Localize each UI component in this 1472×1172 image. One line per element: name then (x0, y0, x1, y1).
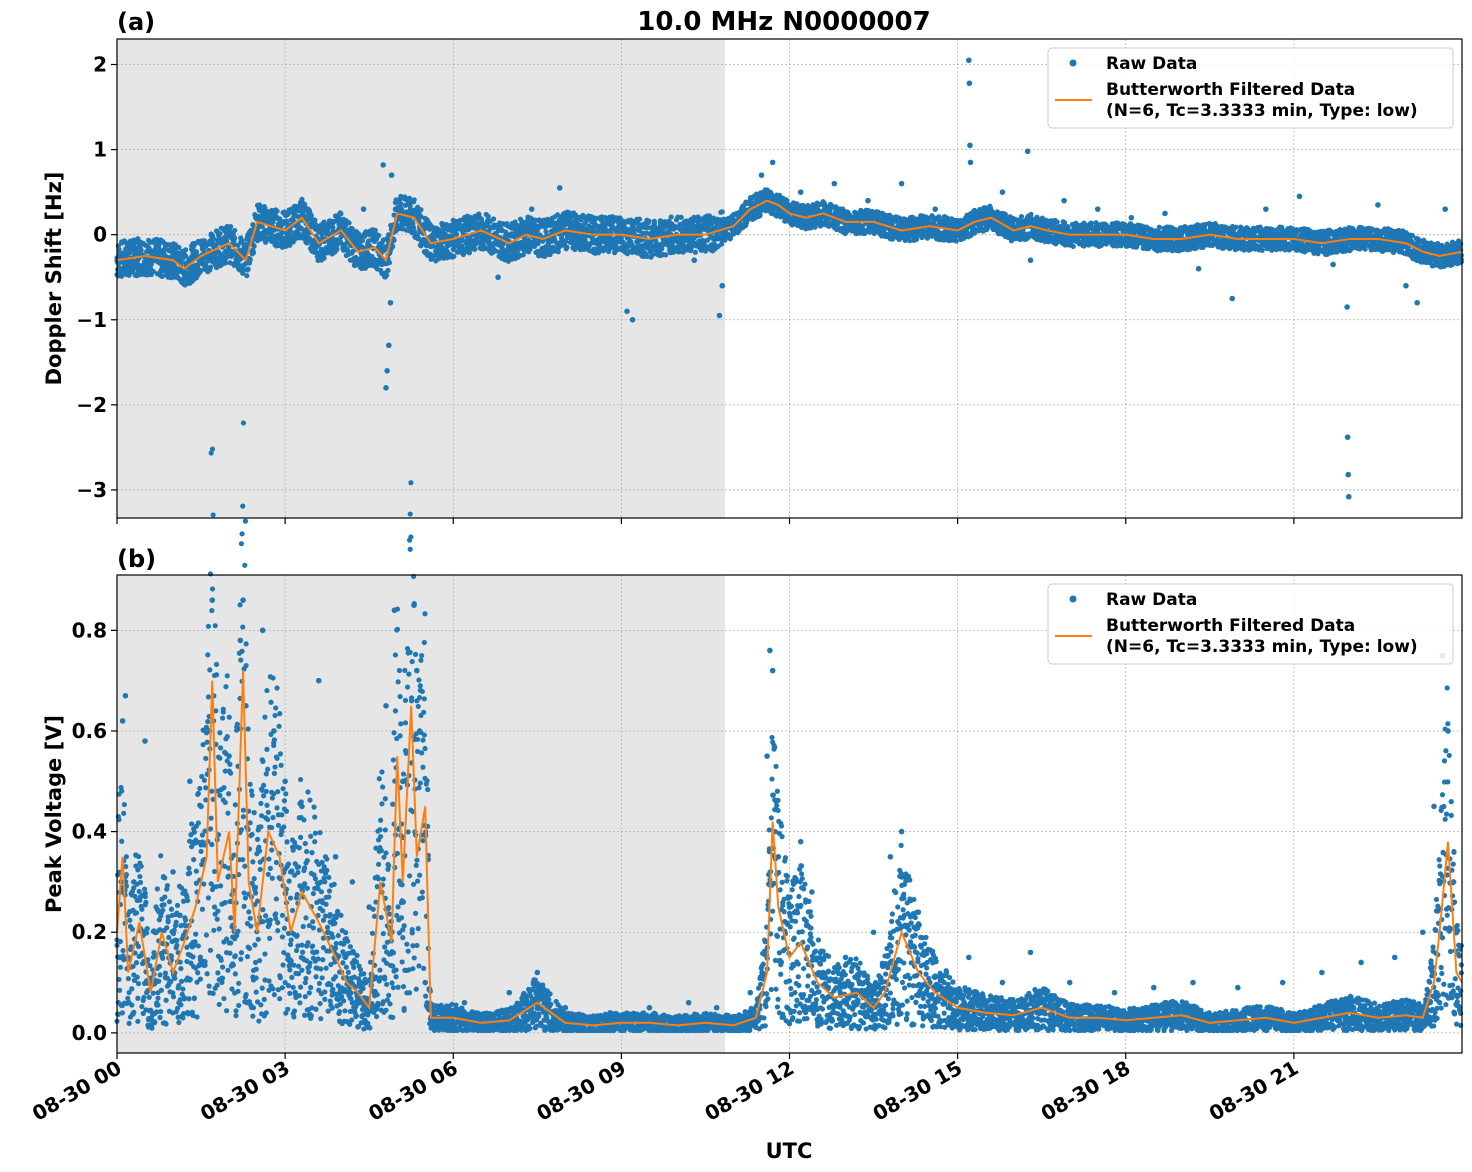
raw-data-point (274, 208, 280, 214)
raw-data-point (418, 207, 424, 213)
raw-data-point (472, 246, 478, 252)
raw-data-point (1070, 243, 1076, 250)
raw-data-point (193, 249, 199, 255)
raw-data-point (197, 268, 203, 274)
raw-data-point (217, 230, 223, 237)
raw-data-point (182, 247, 189, 253)
raw-data-point (953, 238, 959, 244)
raw-data-point (663, 252, 669, 258)
raw-data-point (126, 272, 132, 278)
raw-data-point (1088, 220, 1095, 226)
raw-data-point (692, 249, 698, 255)
raw-data-point (176, 244, 182, 250)
raw-data-point (646, 218, 652, 224)
raw-data-point (719, 209, 725, 215)
raw-data-point (244, 273, 250, 279)
raw-data-point (361, 233, 368, 239)
raw-data-point (564, 244, 570, 250)
raw-data-point (376, 232, 382, 239)
raw-data-point (476, 211, 482, 217)
raw-data-point (491, 216, 497, 222)
raw-data-point (287, 242, 293, 248)
night-shading (117, 39, 726, 518)
raw-data-point (245, 266, 251, 272)
raw-data-point (346, 220, 352, 226)
raw-data-point (129, 269, 136, 275)
raw-data-point (1054, 219, 1060, 225)
raw-data-point (636, 216, 643, 222)
raw-data-point (451, 253, 457, 259)
raw-data-point (1156, 224, 1162, 230)
raw-data-point (251, 243, 257, 249)
raw-data-point (334, 246, 340, 252)
raw-data-point (247, 257, 253, 263)
raw-data-point (138, 247, 144, 254)
raw-data-point (240, 266, 247, 272)
raw-data-point (411, 197, 417, 203)
raw-data-point (308, 213, 314, 219)
raw-data-point (124, 241, 130, 247)
raw-data-point (232, 235, 238, 241)
raw-data-point (312, 217, 318, 223)
raw-data-point (321, 255, 327, 261)
raw-data-point (259, 224, 265, 230)
raw-data-point (121, 250, 127, 256)
raw-data-point (178, 259, 185, 266)
raw-data-point (207, 264, 214, 270)
raw-data-point (718, 241, 725, 247)
raw-data-point (386, 260, 392, 266)
raw-data-point (1193, 245, 1199, 251)
raw-data-point (131, 241, 137, 247)
raw-data-point (182, 253, 189, 259)
raw-data-point (224, 238, 230, 244)
raw-data-point (250, 250, 257, 256)
raw-data-point (385, 267, 391, 274)
raw-data-point (1018, 213, 1025, 220)
raw-data-point (150, 268, 156, 275)
raw-data-point (390, 243, 396, 250)
raw-data-point (222, 260, 228, 266)
raw-data-point (398, 201, 404, 207)
raw-data-point (211, 236, 217, 242)
raw-data-point (678, 214, 684, 220)
raw-data-point (1065, 224, 1071, 230)
raw-data-point (127, 250, 133, 256)
raw-data-point (232, 227, 238, 234)
raw-data-point (668, 214, 674, 220)
raw-data-point (283, 218, 290, 224)
raw-data-point (391, 237, 397, 243)
raw-data-point (384, 272, 390, 278)
raw-data-point (227, 260, 233, 266)
raw-data-point (338, 211, 344, 217)
chart-title: 10.0 MHz N0000007 (637, 7, 930, 37)
raw-data-point (454, 231, 460, 237)
raw-data-point (160, 273, 166, 279)
